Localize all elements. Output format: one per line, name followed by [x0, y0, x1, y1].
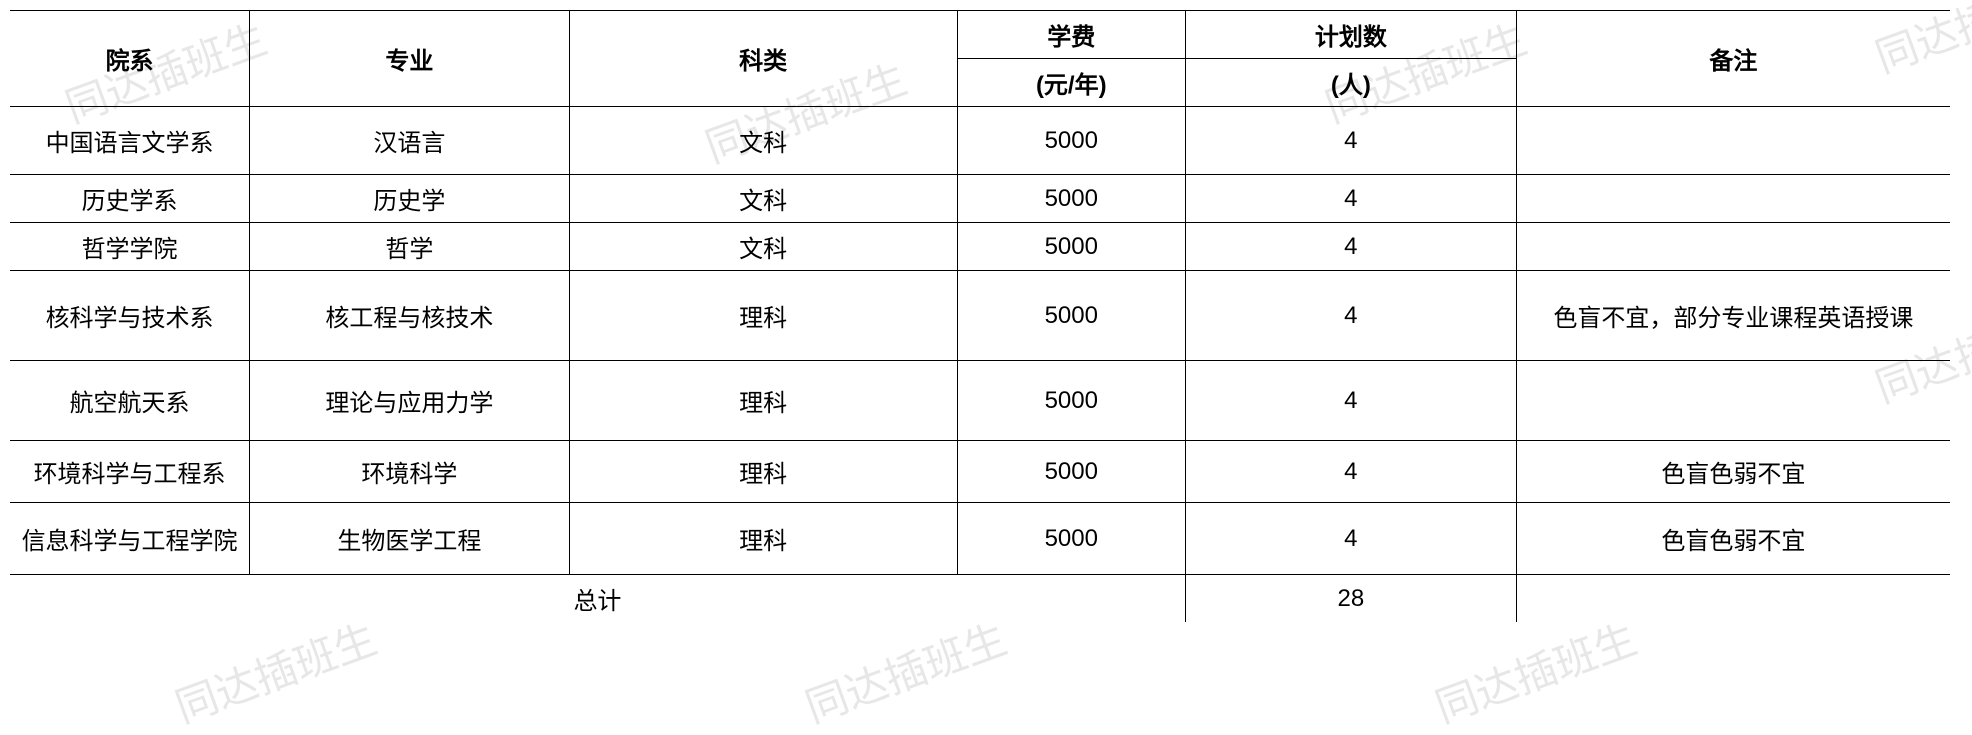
cell-note	[1516, 107, 1950, 175]
table-row: 中国语言文学系汉语言文科50004	[10, 107, 1950, 175]
cell-note	[1516, 223, 1950, 271]
col-header-fee-top: 学费	[957, 11, 1185, 59]
table-row: 信息科学与工程学院生物医学工程理科50004色盲色弱不宜	[10, 503, 1950, 575]
cell-plan: 4	[1185, 223, 1516, 271]
cell-major: 核工程与核技术	[250, 271, 570, 361]
col-header-plan-unit: (人)	[1185, 59, 1516, 107]
cell-fee: 5000	[957, 503, 1185, 575]
table-row: 哲学学院哲学文科50004	[10, 223, 1950, 271]
cell-note	[1516, 361, 1950, 441]
cell-department: 航空航天系	[10, 361, 250, 441]
cell-fee: 5000	[957, 361, 1185, 441]
cell-plan: 4	[1185, 361, 1516, 441]
cell-department: 核科学与技术系	[10, 271, 250, 361]
cell-department: 哲学学院	[10, 223, 250, 271]
cell-department: 历史学系	[10, 175, 250, 223]
col-header-major: 专业	[250, 11, 570, 107]
table-row: 核科学与技术系核工程与核技术理科50004色盲不宜，部分专业课程英语授课	[10, 271, 1950, 361]
cell-major: 历史学	[250, 175, 570, 223]
cell-note	[1516, 175, 1950, 223]
cell-category: 理科	[569, 503, 957, 575]
cell-plan: 4	[1185, 271, 1516, 361]
watermark: 同达插班生	[796, 606, 1014, 735]
cell-plan: 4	[1185, 107, 1516, 175]
cell-category: 理科	[569, 271, 957, 361]
footer-note	[1516, 575, 1950, 623]
cell-major: 哲学	[250, 223, 570, 271]
cell-note: 色盲不宜，部分专业课程英语授课	[1516, 271, 1950, 361]
cell-note: 色盲色弱不宜	[1516, 503, 1950, 575]
cell-plan: 4	[1185, 441, 1516, 503]
cell-major: 生物医学工程	[250, 503, 570, 575]
cell-category: 理科	[569, 361, 957, 441]
cell-note: 色盲色弱不宜	[1516, 441, 1950, 503]
col-header-note: 备注	[1516, 11, 1950, 107]
col-header-plan-top: 计划数	[1185, 11, 1516, 59]
table-row: 航空航天系理论与应用力学理科50004	[10, 361, 1950, 441]
watermark: 同达插班生	[166, 606, 384, 735]
table-row: 历史学系历史学文科50004	[10, 175, 1950, 223]
cell-department: 信息科学与工程学院	[10, 503, 250, 575]
cell-fee: 5000	[957, 107, 1185, 175]
col-header-fee-unit: (元/年)	[957, 59, 1185, 107]
cell-category: 理科	[569, 441, 957, 503]
col-header-category: 科类	[569, 11, 957, 107]
cell-major: 环境科学	[250, 441, 570, 503]
cell-plan: 4	[1185, 503, 1516, 575]
cell-major: 汉语言	[250, 107, 570, 175]
cell-department: 环境科学与工程系	[10, 441, 250, 503]
cell-fee: 5000	[957, 223, 1185, 271]
cell-fee: 5000	[957, 271, 1185, 361]
cell-department: 中国语言文学系	[10, 107, 250, 175]
cell-major: 理论与应用力学	[250, 361, 570, 441]
col-header-department: 院系	[10, 11, 250, 107]
table-row: 环境科学与工程系环境科学理科50004色盲色弱不宜	[10, 441, 1950, 503]
watermark: 同达插班生	[1426, 606, 1644, 735]
cell-fee: 5000	[957, 175, 1185, 223]
footer-total-label: 总计	[10, 575, 1185, 623]
footer-total-value: 28	[1185, 575, 1516, 623]
enrollment-table: 院系 专业 科类 学费 计划数 备注 (元/年) (人) 中国语言文学系汉语言文…	[10, 10, 1950, 622]
cell-category: 文科	[569, 223, 957, 271]
cell-category: 文科	[569, 175, 957, 223]
table-footer-row: 总计 28	[10, 575, 1950, 623]
cell-category: 文科	[569, 107, 957, 175]
table-body: 中国语言文学系汉语言文科50004历史学系历史学文科50004哲学学院哲学文科5…	[10, 107, 1950, 575]
cell-fee: 5000	[957, 441, 1185, 503]
cell-plan: 4	[1185, 175, 1516, 223]
